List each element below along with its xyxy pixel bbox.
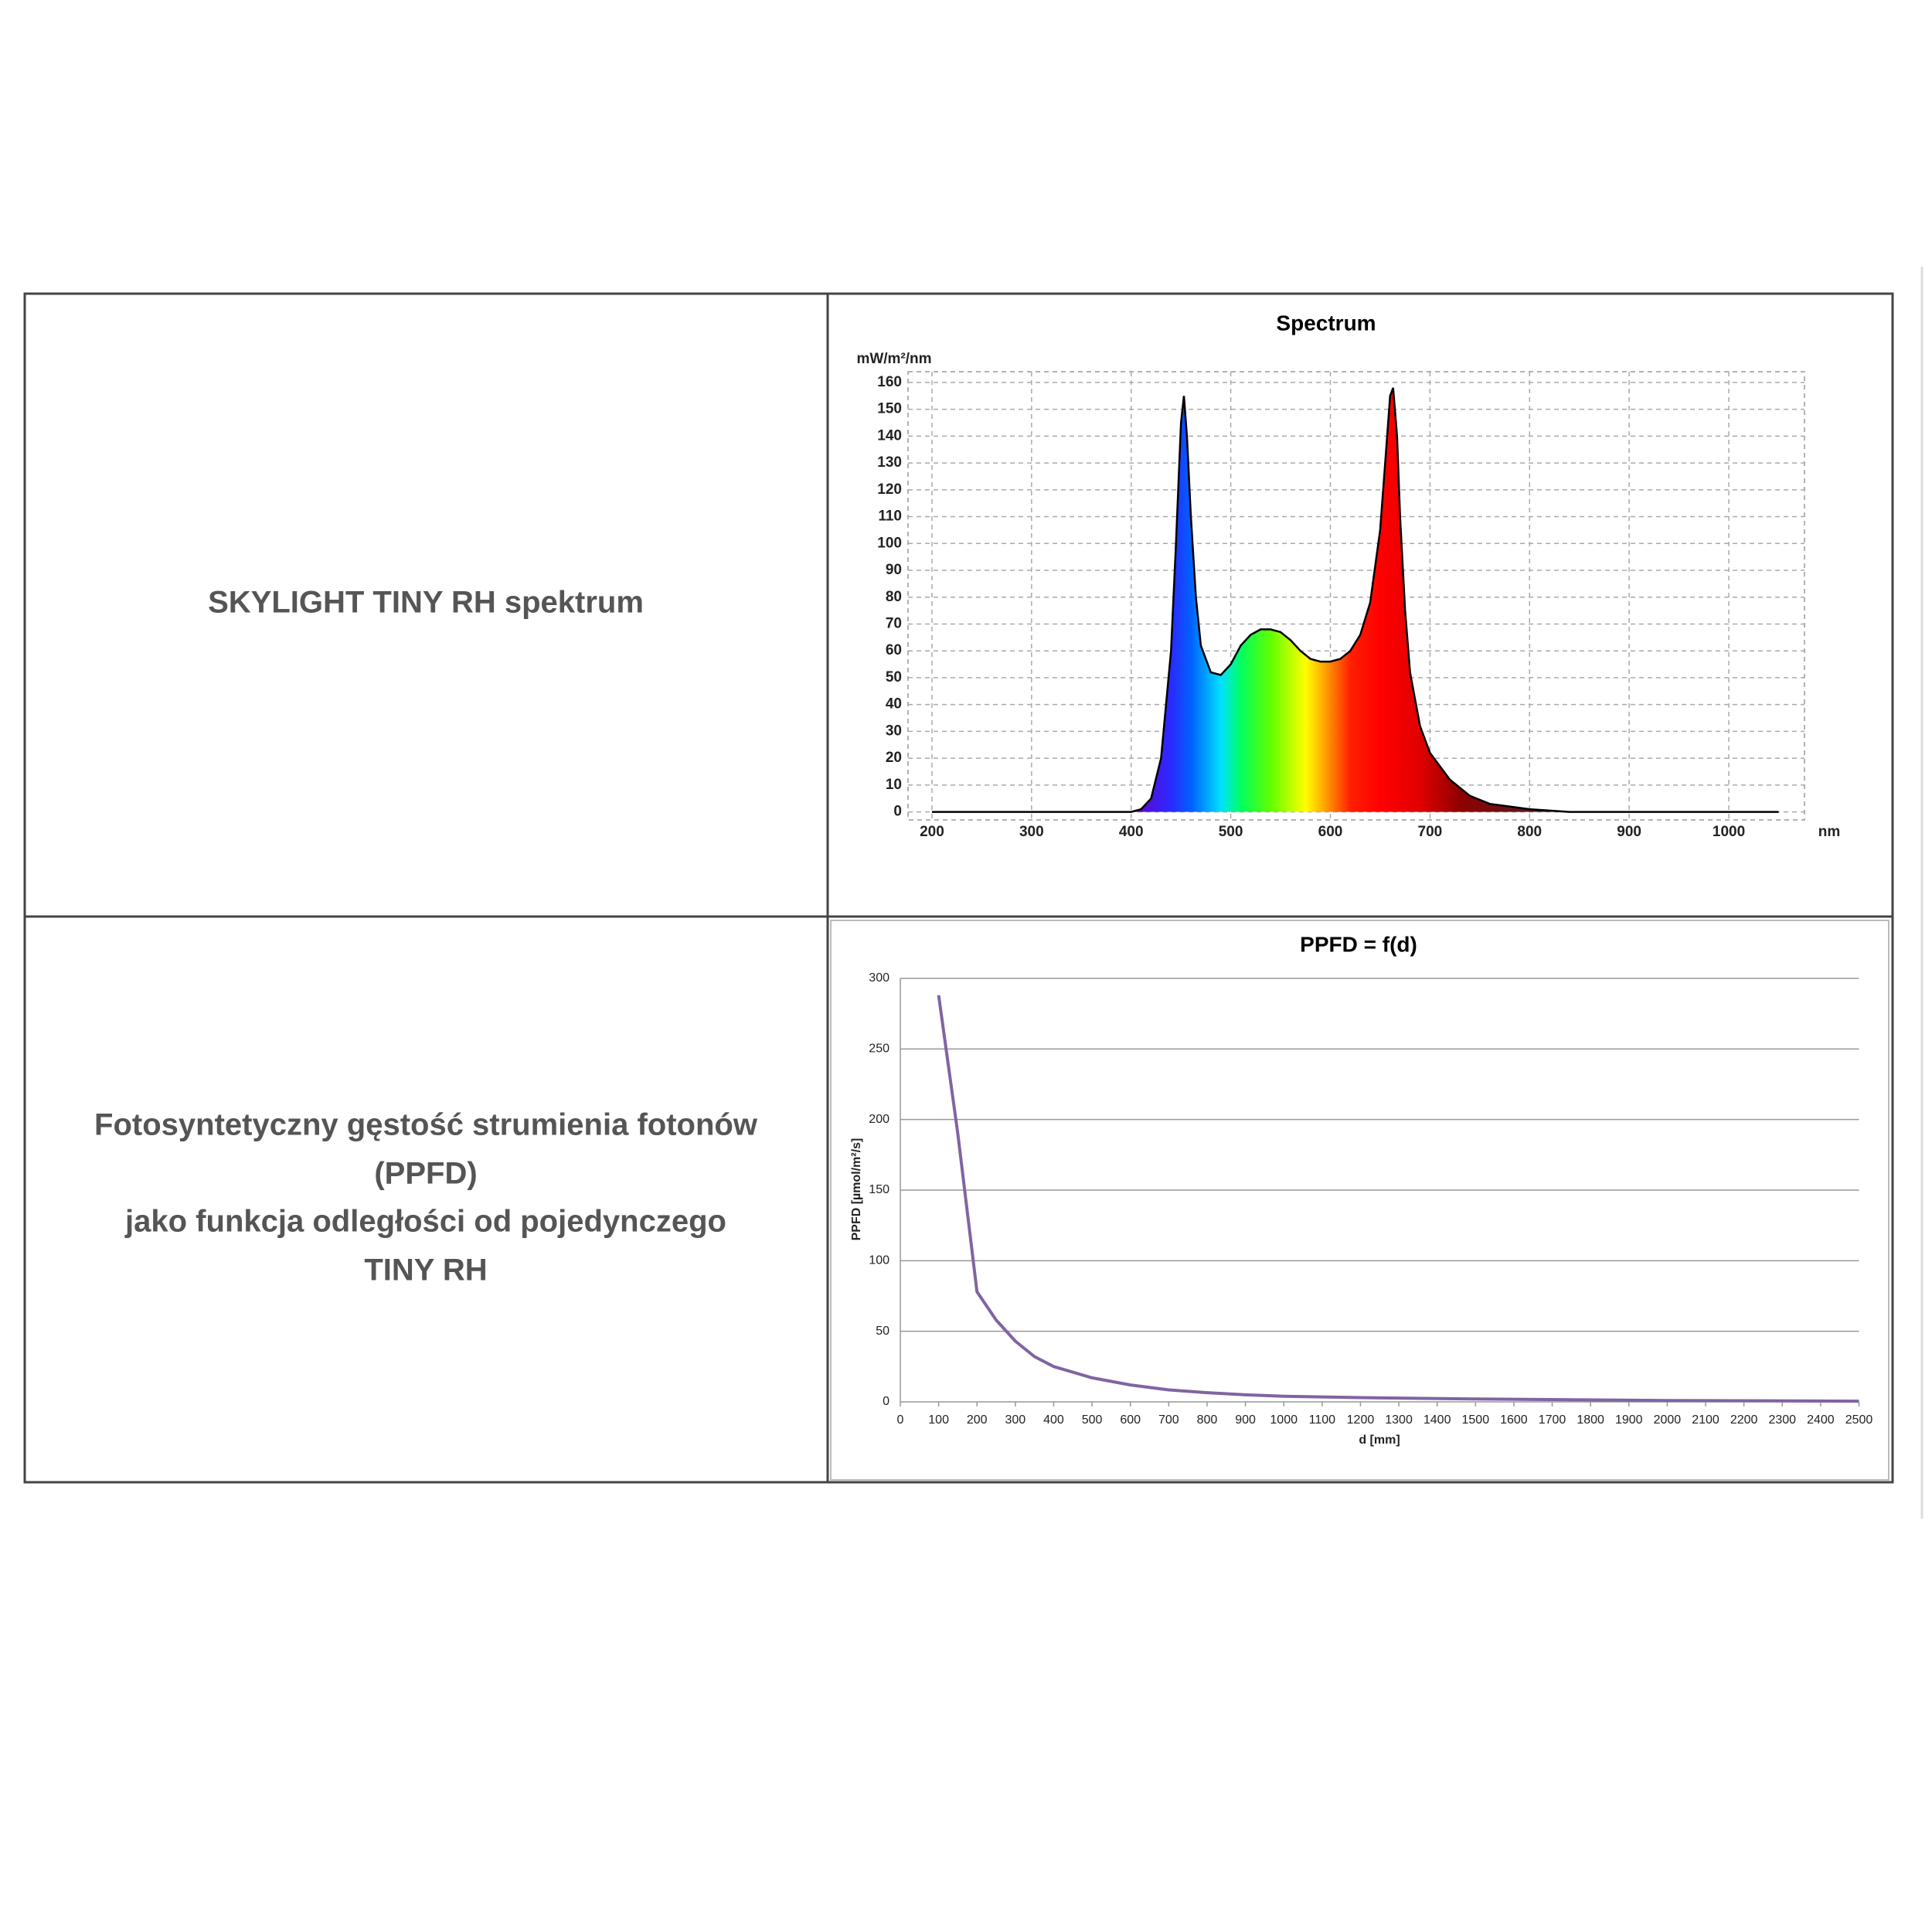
table — [23, 292, 1894, 1484]
x-tick-label: 2400 — [1807, 1413, 1835, 1427]
x-tick-label: 500 — [1219, 824, 1243, 840]
x-tick-label: 300 — [1019, 824, 1044, 840]
y-tick-label: 300 — [869, 971, 889, 985]
x-tick-label: 200 — [967, 1413, 988, 1427]
x-tick-label: 600 — [1318, 824, 1343, 840]
x-tick-label: 300 — [1005, 1413, 1026, 1427]
chart-frame — [830, 920, 1889, 1481]
cell-text: (PPFD) — [374, 1157, 477, 1191]
y-tick-label: 110 — [878, 509, 902, 525]
x-tick-label: 1300 — [1385, 1413, 1413, 1427]
y-tick-label: 80 — [886, 589, 902, 605]
spectrum-area — [931, 387, 1779, 813]
x-tick-label: 200 — [920, 824, 944, 840]
x-tick-label: 600 — [1120, 1413, 1141, 1427]
y-tick-label: 70 — [886, 615, 902, 631]
y-tick-label: 20 — [886, 750, 902, 766]
y-tick-label: 130 — [877, 454, 902, 471]
y-tick-label: 120 — [877, 481, 902, 498]
x-tick-label: 2300 — [1768, 1413, 1796, 1427]
x-tick-label: 1000 — [1270, 1413, 1298, 1427]
ppfd-line — [937, 995, 1859, 1403]
y-tick-label: 60 — [886, 642, 902, 658]
x-tick-label: 900 — [1617, 824, 1641, 840]
x-axis-label: nm — [1818, 824, 1841, 840]
plot-frame — [907, 371, 1805, 821]
y-tick-label: 140 — [877, 427, 902, 444]
y-axis-label: PPFD [µmol/m²/s] — [850, 1138, 863, 1241]
x-tick-label: 2200 — [1730, 1413, 1758, 1427]
chart-title: PPFD = f(d) — [1300, 932, 1417, 956]
y-tick-label: 50 — [886, 669, 902, 685]
y-tick-label: 150 — [869, 1183, 889, 1196]
x-axis-label: d [mm] — [1359, 1434, 1400, 1447]
x-tick-label: 800 — [1197, 1413, 1218, 1427]
table-border — [23, 292, 1894, 1484]
x-tick-label: 1200 — [1347, 1413, 1375, 1427]
cell-text: SKYLIGHT TINY RH spektrum — [208, 586, 644, 620]
y-tick-label: 250 — [869, 1043, 889, 1056]
x-tick-label: 100 — [928, 1413, 949, 1427]
x-tick-label: 800 — [1517, 824, 1542, 840]
x-tick-label: 400 — [1043, 1413, 1064, 1427]
y-tick-label: 0 — [883, 1395, 889, 1408]
x-tick-label: 2100 — [1692, 1413, 1719, 1427]
x-tick-label: 700 — [1418, 824, 1443, 840]
y-tick-label: 0 — [893, 804, 902, 820]
y-axis-label: mW/m²/nm — [856, 351, 931, 367]
x-tick-label: 1800 — [1577, 1413, 1604, 1427]
y-tick-label: 160 — [877, 374, 902, 390]
x-tick-label: 2500 — [1845, 1413, 1873, 1427]
y-tick-label: 40 — [886, 696, 902, 713]
y-tick-label: 10 — [886, 777, 902, 793]
y-tick-label: 150 — [877, 401, 902, 417]
x-tick-label: 900 — [1235, 1413, 1256, 1427]
x-tick-label: 1000 — [1713, 824, 1745, 840]
y-tick-label: 50 — [876, 1325, 889, 1338]
x-tick-label: 1100 — [1309, 1413, 1336, 1427]
x-tick-label: 400 — [1119, 824, 1144, 840]
cell-text: jako funkcja odległości od pojedynczego — [124, 1205, 726, 1239]
x-tick-label: 1700 — [1539, 1413, 1566, 1427]
x-tick-label: 2000 — [1654, 1413, 1682, 1427]
x-tick-label: 1500 — [1462, 1413, 1490, 1427]
cell-text: Fotosyntetyczny gęstość strumienia foton… — [94, 1108, 758, 1142]
y-tick-label: 30 — [886, 723, 902, 739]
x-tick-label: 700 — [1158, 1413, 1179, 1427]
y-tick-label: 90 — [886, 562, 902, 578]
chart-title: Spectrum — [1276, 311, 1376, 335]
x-tick-label: 1600 — [1500, 1413, 1528, 1427]
x-tick-label: 1900 — [1615, 1413, 1643, 1427]
x-tick-label: 500 — [1082, 1413, 1103, 1427]
cell-text: TINY RH — [364, 1253, 487, 1287]
y-tick-label: 100 — [869, 1254, 889, 1267]
x-tick-label: 1400 — [1423, 1413, 1451, 1427]
y-tick-label: 100 — [877, 535, 902, 551]
x-tick-label: 0 — [897, 1413, 904, 1427]
y-tick-label: 200 — [869, 1113, 889, 1126]
